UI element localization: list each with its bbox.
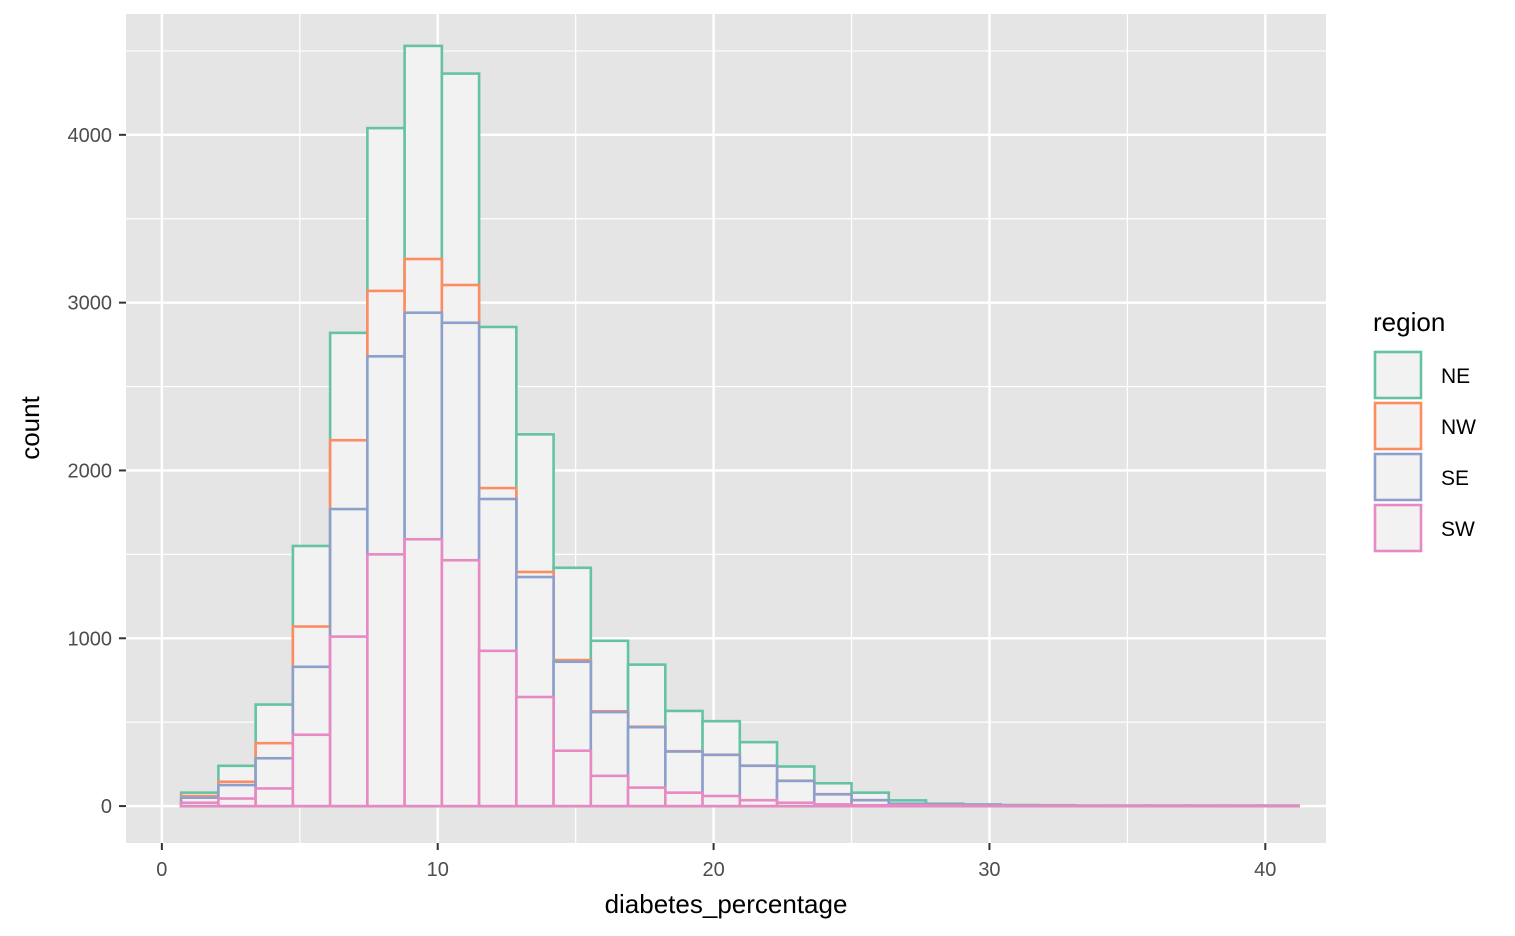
y-tick-label: 2000 <box>68 460 113 482</box>
bar-sw <box>477 649 518 808</box>
bar-sw <box>589 774 630 808</box>
legend-key-ne <box>1373 350 1423 400</box>
y-tick-label: 1000 <box>68 628 113 650</box>
legend-title: region <box>1373 307 1445 337</box>
x-axis-title: diabetes_percentage <box>605 889 848 919</box>
bar-sw <box>850 803 891 808</box>
legend-label-se: SE <box>1441 467 1469 490</box>
bar-sw <box>552 749 593 808</box>
y-tick-label: 3000 <box>68 293 113 315</box>
bar-sw <box>403 537 444 808</box>
legend-label-sw: SW <box>1441 518 1475 541</box>
y-axis-title: count <box>15 395 45 459</box>
bar-sw <box>775 801 816 808</box>
legend-label-nw: NW <box>1441 416 1476 439</box>
axis-ticks: 0 10 20 30 40 0 1000 2000 3000 4000 <box>68 125 1277 881</box>
bar-sw <box>738 798 779 808</box>
y-tick-label: 0 <box>101 796 112 818</box>
histogram-bars <box>179 44 1300 808</box>
x-tick-label: 10 <box>427 859 449 881</box>
x-tick-label: 0 <box>156 859 167 881</box>
bar-sw <box>217 797 257 808</box>
bar-sw <box>328 635 369 808</box>
bar-sw <box>664 791 704 808</box>
bar-sw <box>179 801 220 808</box>
legend-key-nw <box>1373 401 1423 451</box>
bar-sw <box>440 558 481 808</box>
legend-key-sw <box>1373 503 1423 553</box>
legend: region NE NW SE SW <box>1373 307 1476 553</box>
y-tick-label: 4000 <box>68 125 113 147</box>
bar-sw <box>626 786 667 808</box>
bar-sw <box>701 794 742 808</box>
bar-sw <box>515 695 555 808</box>
bar-sw <box>291 733 332 808</box>
bar-sw <box>924 804 965 808</box>
bar-sw <box>366 553 406 808</box>
legend-label-ne: NE <box>1441 365 1470 388</box>
bar-sw <box>812 803 853 808</box>
x-tick-label: 20 <box>702 859 724 881</box>
x-tick-label: 40 <box>1254 859 1276 881</box>
bar-sw <box>254 787 295 808</box>
bar-sw <box>887 804 928 808</box>
legend-key-se <box>1373 452 1423 502</box>
x-tick-label: 30 <box>978 859 1000 881</box>
